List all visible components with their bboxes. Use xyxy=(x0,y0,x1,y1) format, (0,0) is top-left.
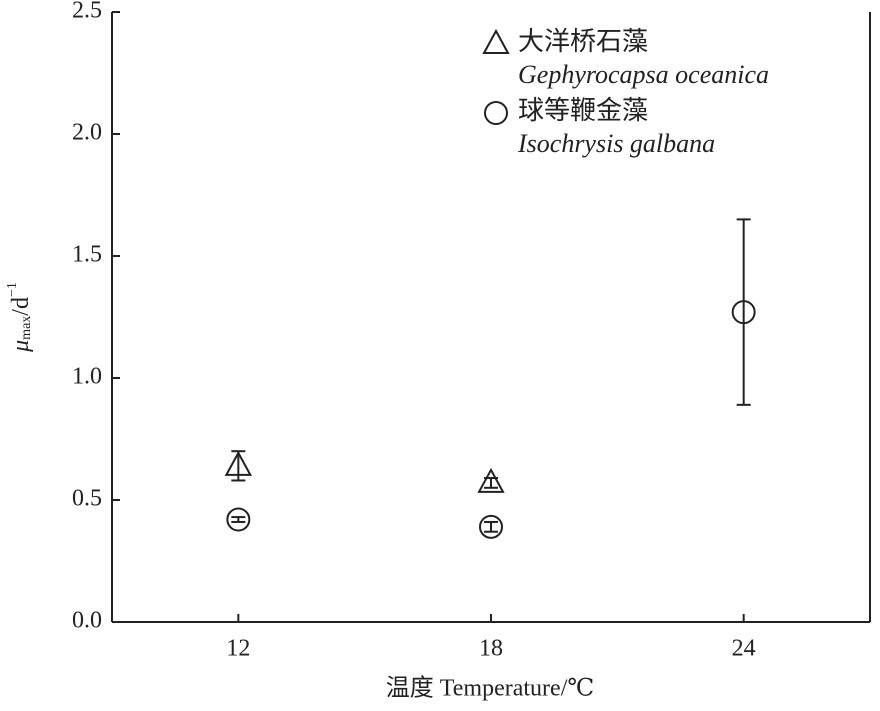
point-triangle xyxy=(482,28,510,54)
y-tick-label: 1.5 xyxy=(72,242,102,268)
y-label-superscript: −1 xyxy=(5,282,20,297)
point-triangle xyxy=(477,467,505,493)
legend-latin: Isochrysis galbana xyxy=(517,129,715,158)
y-label-unit: /d xyxy=(8,297,34,316)
point-circle xyxy=(479,514,503,539)
y-axis-label: μmax/d−1 xyxy=(5,282,34,353)
y-tick-label: 1.0 xyxy=(72,364,102,390)
legend-label: 大洋桥石藻 xyxy=(518,27,648,56)
x-axis-label: 温度 Temperature/℃ xyxy=(386,675,594,702)
legend-label: 球等鞭金藻 xyxy=(518,96,648,125)
y-tick-label: 0.5 xyxy=(72,486,102,512)
point-circle xyxy=(731,300,756,325)
y-label-subscript: max xyxy=(19,316,34,340)
y-tick-label: 0.0 xyxy=(72,608,102,634)
point-circle xyxy=(226,507,251,532)
point-triangle xyxy=(224,450,253,476)
y-label-symbol: μ xyxy=(8,340,34,353)
x-tick-label: 24 xyxy=(732,636,756,662)
legend-latin: Gephyrocapsa oceanica xyxy=(518,60,769,89)
x-tick-label: 18 xyxy=(479,636,503,662)
y-tick-label: 2.0 xyxy=(72,120,102,146)
y-tick-label: 2.5 xyxy=(72,0,102,24)
x-tick-label: 12 xyxy=(226,636,250,662)
point-circle xyxy=(484,101,508,125)
